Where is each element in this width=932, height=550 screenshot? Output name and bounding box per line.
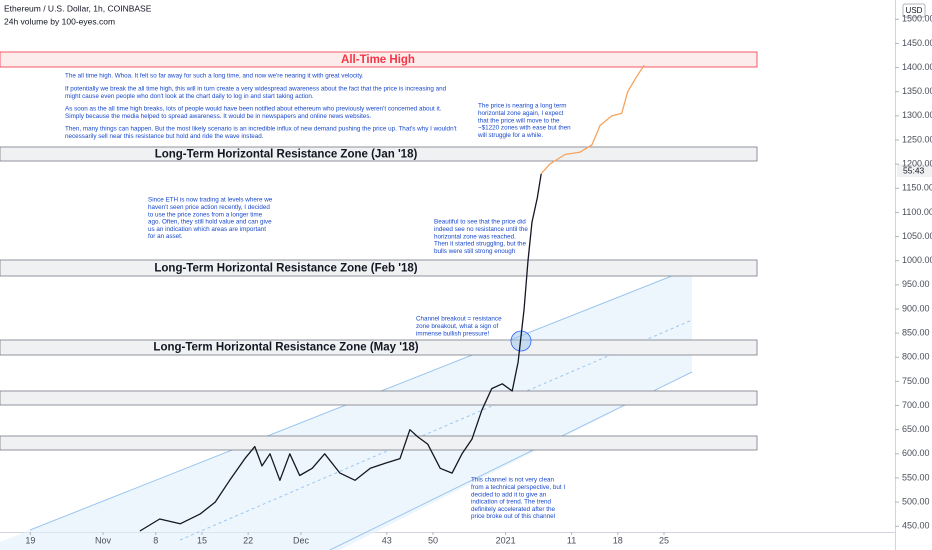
zone-label: Long-Term Horizontal Resistance Zone (Fe… <box>154 263 417 275</box>
y-tick-label: 1200.00 <box>902 159 932 169</box>
annotation: price broke out of this channel <box>471 513 555 520</box>
x-tick-label: 19 <box>25 535 35 545</box>
zone-may <box>0 339 758 356</box>
annotation: indication of trend. The trend <box>471 499 552 506</box>
annotation: Then it started struggling, but the <box>434 241 527 248</box>
zone-label: Long-Term Horizontal Resistance Zone (Ma… <box>153 342 418 354</box>
ath-zone <box>0 51 758 68</box>
y-tick-label: 1300.00 <box>902 110 932 120</box>
y-tick-label: 900.00 <box>902 303 930 313</box>
y-tick-label: 600.00 <box>902 448 930 458</box>
annotation: immense bullish pressure! <box>416 330 489 337</box>
currency-box[interactable] <box>902 3 926 18</box>
zone-jan <box>0 146 758 162</box>
annotation: Channel breakout = resistance <box>416 316 502 323</box>
y-tick-label: 1000.00 <box>902 255 932 265</box>
annotation: will struggle for a while. <box>477 132 543 139</box>
y-tick-label: 450.00 <box>902 521 930 531</box>
annotation: to use the price zones from a longer tim… <box>148 211 263 218</box>
y-tick-label: 800.00 <box>902 352 930 362</box>
x-tick-label: 43 <box>382 535 392 545</box>
annotation: haven't seen price action recently, I de… <box>148 204 270 211</box>
annotation: indeed see no resistance until the <box>434 226 528 233</box>
annotation: As soon as the all time high breaks, lot… <box>65 106 442 113</box>
y-tick-label: 1050.00 <box>902 231 932 241</box>
countdown: 55:43 <box>903 165 925 175</box>
annotation: The all time high. Whoa. It felt so far … <box>65 73 364 80</box>
y-tick-label: 1100.00 <box>902 207 932 217</box>
annotation: The price is nearing a long term <box>478 103 567 110</box>
zone-label: All-Time High <box>341 54 415 66</box>
y-tick-label: 1450.00 <box>902 38 932 48</box>
annotation: necessarily sell near this resistance bu… <box>65 133 264 140</box>
y-tick-label: 1500.00 <box>902 14 932 24</box>
annotation: from a technical perspective, but I <box>471 484 565 491</box>
price-line <box>139 173 542 532</box>
x-tick-label: 8 <box>153 535 158 545</box>
x-tick-label: Nov <box>95 535 112 545</box>
channel-mid <box>179 319 693 541</box>
annotation: If potentially we break the all time hig… <box>65 86 447 93</box>
zone-feb <box>0 259 758 277</box>
y-tick-label: 1350.00 <box>902 86 932 96</box>
y-tick-label: 1400.00 <box>902 62 932 72</box>
annotation: Beautiful to see that the price did <box>434 219 526 226</box>
annotation: Since ETH is now trading at levels where… <box>148 197 273 204</box>
y-tick-label: 1250.00 <box>902 134 932 144</box>
x-tick-label: 22 <box>243 535 253 545</box>
annotation: Simply because the media helped to sprea… <box>65 113 372 120</box>
header-subtitle: 24h volume by 100-eyes.com <box>4 16 115 26</box>
annotation: decided to add it to give an <box>471 491 547 498</box>
annotation: Then, many things can happen. But the mo… <box>65 126 457 133</box>
annotation: might cause even people who don't look a… <box>65 93 314 100</box>
annotation: for an asset. <box>148 233 183 240</box>
annotation: definitely accelerated after the <box>471 506 556 513</box>
x-tick-label: 18 <box>613 535 623 545</box>
annotation: bulls were still strong enough <box>434 248 516 255</box>
price-line <box>540 64 645 175</box>
drawings <box>0 51 758 550</box>
x-tick-label: 2021 <box>496 535 516 545</box>
y-tick-label: 550.00 <box>902 472 930 482</box>
annotation: horizontal zone again, I expect <box>478 110 564 117</box>
zone-label: Long-Term Horizontal Resistance Zone (Ja… <box>155 149 418 161</box>
y-tick-label: 650.00 <box>902 424 930 434</box>
x-tick-label: Dec <box>293 535 310 545</box>
y-tick-label: 700.00 <box>902 400 930 410</box>
annotation: ago. Often, they still hold value and ca… <box>148 219 272 226</box>
y-tick-label: 750.00 <box>902 376 930 386</box>
annotation: zone breakout, what a sign of <box>416 323 499 330</box>
x-tick-label: 15 <box>197 535 207 545</box>
countdown-box <box>897 164 932 177</box>
y-tick-label: 950.00 <box>902 279 930 289</box>
currency: USD <box>906 6 923 15</box>
y-tick-label: 850.00 <box>902 327 930 337</box>
zone-4 <box>0 390 758 406</box>
y-tick-label: 500.00 <box>902 496 930 506</box>
x-tick-label: 50 <box>428 535 438 545</box>
annotation: ~$1220 zones with ease but then <box>478 125 571 132</box>
zone-5 <box>0 435 758 451</box>
annotation: horizontal zone was reached. <box>434 233 516 240</box>
y-tick-label: 1150.00 <box>902 183 932 193</box>
annotation: that the price will move to the <box>478 117 560 124</box>
x-tick-label: 11 <box>567 535 576 545</box>
header-title: Ethereum / U.S. Dollar, 1h, COINBASE <box>4 3 152 13</box>
annotation: us an indication which areas are importa… <box>148 226 266 233</box>
annotation: This channel is not very clean <box>471 477 554 484</box>
x-tick-label: 25 <box>659 535 669 545</box>
